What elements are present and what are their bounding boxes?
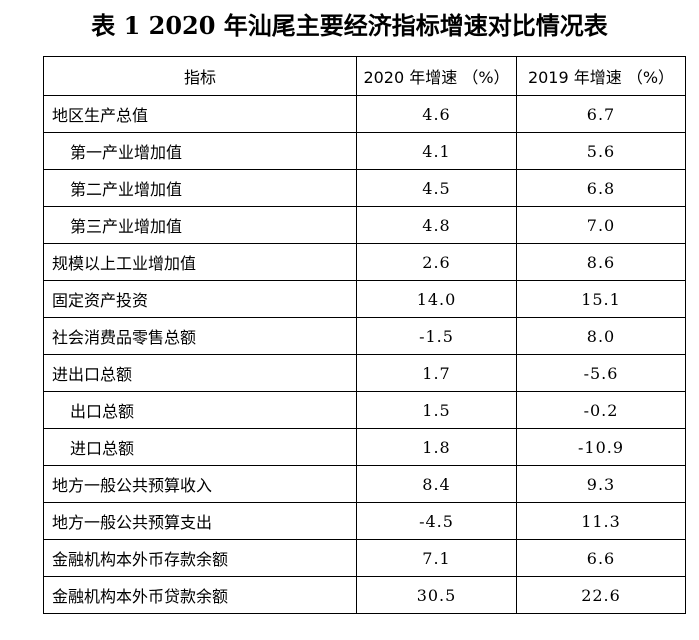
indicator-name: 社会消费品零售总额: [43, 317, 357, 355]
table-row: 地区生产总值 4.6 6.7: [43, 95, 686, 133]
table-row: 规模以上工业增加值 2.6 8.6: [43, 243, 686, 281]
growth-2019: 8.0: [516, 317, 686, 355]
table-row: 金融机构本外币贷款余额 30.5 22.6: [43, 576, 686, 614]
table-row: 第二产业增加值 4.5 6.8: [43, 169, 686, 207]
indicator-name: 固定资产投资: [43, 280, 357, 318]
growth-2019: 11.3: [516, 502, 686, 540]
indicator-name: 地方一般公共预算支出: [43, 502, 357, 540]
growth-2019: -10.9: [516, 428, 686, 466]
indicator-name: 第一产业增加值: [43, 132, 357, 170]
indicator-name: 规模以上工业增加值: [43, 243, 357, 281]
table-row: 进口总额 1.8 -10.9: [43, 428, 686, 466]
indicator-name: 第二产业增加值: [43, 169, 357, 207]
growth-2020: 1.7: [356, 354, 517, 392]
growth-2020: -4.5: [356, 502, 517, 540]
growth-2020: 4.5: [356, 169, 517, 207]
growth-2020: 1.8: [356, 428, 517, 466]
growth-2019: 15.1: [516, 280, 686, 318]
growth-2020: 2.6: [356, 243, 517, 281]
growth-2020: 4.6: [356, 95, 517, 133]
indicator-name: 出口总额: [43, 391, 357, 429]
table-row: 出口总额 1.5 -0.2: [43, 391, 686, 429]
table-row: 地方一般公共预算支出 -4.5 11.3: [43, 502, 686, 540]
table-row: 固定资产投资 14.0 15.1: [43, 280, 686, 318]
header-2019-growth: 2019 年增速 （%）: [516, 56, 686, 96]
growth-2020: 4.1: [356, 132, 517, 170]
growth-2020: 1.5: [356, 391, 517, 429]
growth-2019: 7.0: [516, 206, 686, 244]
header-row: 指标 2020 年增速 （%） 2019 年增速 （%）: [43, 56, 686, 96]
growth-2019: 5.6: [516, 132, 686, 170]
growth-2019: -0.2: [516, 391, 686, 429]
growth-2020: 4.8: [356, 206, 517, 244]
growth-2019: -5.6: [516, 354, 686, 392]
growth-2019: 8.6: [516, 243, 686, 281]
growth-2020: 7.1: [356, 539, 517, 577]
growth-2019: 6.7: [516, 95, 686, 133]
growth-2019: 22.6: [516, 576, 686, 614]
table-row: 第一产业增加值 4.1 5.6: [43, 132, 686, 170]
table-row: 第三产业增加值 4.8 7.0: [43, 206, 686, 244]
table-row: 地方一般公共预算收入 8.4 9.3: [43, 465, 686, 503]
indicator-name: 进口总额: [43, 428, 357, 466]
growth-2019: 6.6: [516, 539, 686, 577]
growth-2020: 30.5: [356, 576, 517, 614]
header-2020-growth: 2020 年增速 （%）: [356, 56, 517, 96]
indicator-table: 指标 2020 年增速 （%） 2019 年增速 （%） 地区生产总值 4.6 …: [43, 56, 686, 614]
indicator-name: 第三产业增加值: [43, 206, 357, 244]
indicator-name: 金融机构本外币存款余额: [43, 539, 357, 577]
indicator-name: 金融机构本外币贷款余额: [43, 576, 357, 614]
indicator-name: 地区生产总值: [43, 95, 357, 133]
growth-2019: 9.3: [516, 465, 686, 503]
table-row: 社会消费品零售总额 -1.5 8.0: [43, 317, 686, 355]
growth-2020: 14.0: [356, 280, 517, 318]
header-indicator: 指标: [43, 56, 357, 96]
growth-2020: -1.5: [356, 317, 517, 355]
indicator-name: 地方一般公共预算收入: [43, 465, 357, 503]
table-title: 表 1 2020 年汕尾主要经济指标增速对比情况表: [91, 11, 608, 40]
growth-2019: 6.8: [516, 169, 686, 207]
indicator-name: 进出口总额: [43, 354, 357, 392]
growth-2020: 8.4: [356, 465, 517, 503]
table-row: 金融机构本外币存款余额 7.1 6.6: [43, 539, 686, 577]
table-row: 进出口总额 1.7 -5.6: [43, 354, 686, 392]
